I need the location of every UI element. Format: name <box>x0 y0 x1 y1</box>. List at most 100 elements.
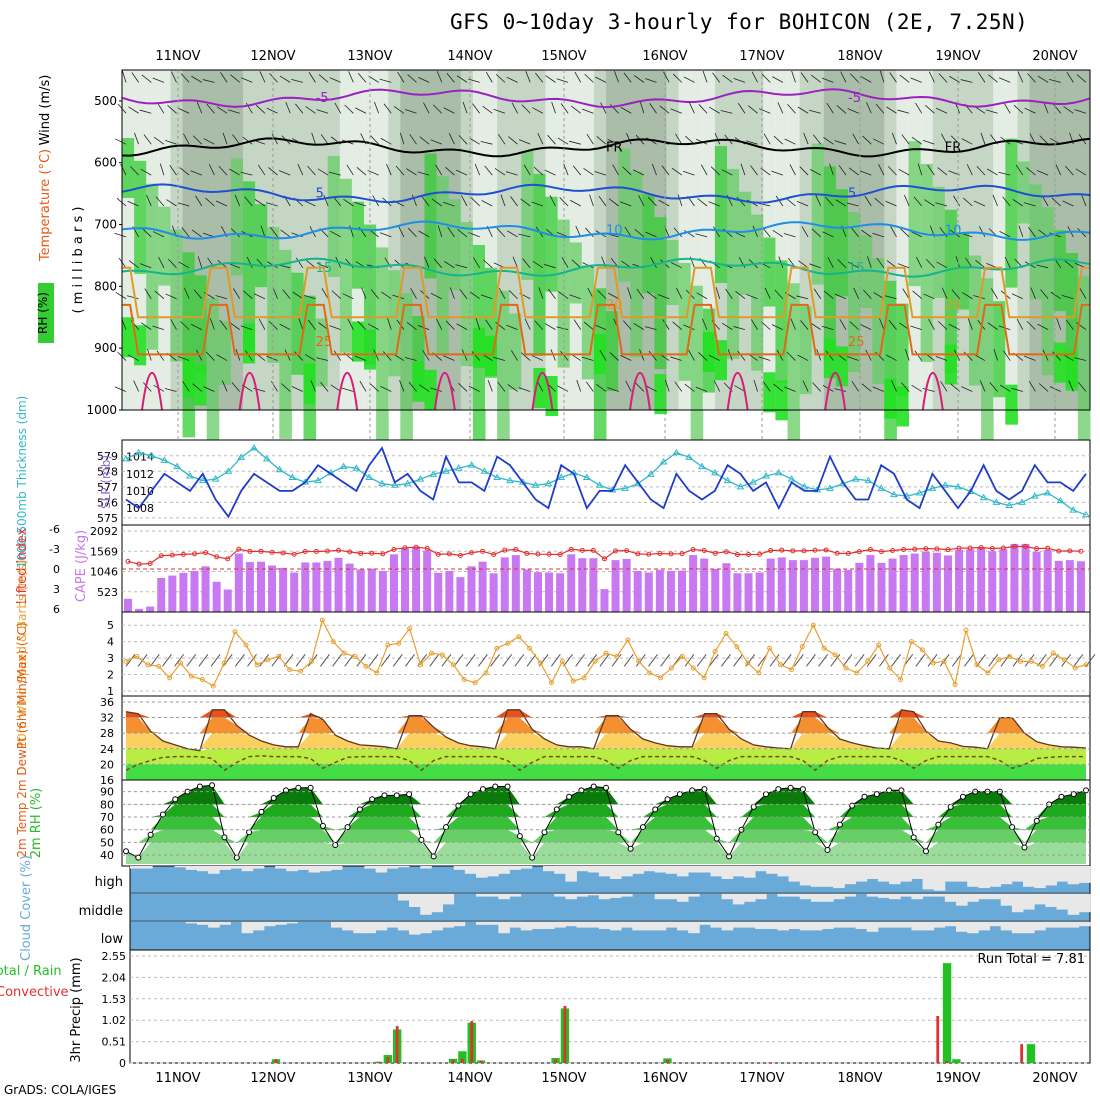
wind-barb <box>763 133 771 145</box>
wind-barb <box>458 135 468 145</box>
cloud-clear-cell <box>520 866 533 869</box>
wind-barb <box>370 135 379 145</box>
cape-bar <box>822 556 831 612</box>
wind-barb <box>798 260 809 269</box>
temp-tick: 20 <box>100 758 114 771</box>
wind-barb <box>155 196 165 207</box>
wind-barb <box>860 324 872 330</box>
rh-moist-column <box>509 313 522 390</box>
li-marker <box>502 547 508 553</box>
cloud-clear-cell <box>554 894 566 897</box>
rh-moist-column <box>351 201 365 289</box>
wind-barb <box>483 259 493 269</box>
rh2m-marker <box>172 796 179 803</box>
wind-marker <box>930 660 936 666</box>
cloud-clear-cell <box>297 866 310 870</box>
wind-marker <box>603 650 609 656</box>
wind-marker <box>854 670 860 676</box>
date-label-top: 19NOV <box>935 49 980 64</box>
wind-marker <box>156 663 162 669</box>
wind-marker <box>1018 658 1024 664</box>
wind-barb <box>911 384 922 392</box>
temperature-axis-label: Temperature (°C) <box>38 149 53 262</box>
wind-barb <box>392 294 405 300</box>
thickness-marker <box>1043 489 1052 496</box>
wind-barb <box>774 289 784 299</box>
cape-axis-label: CAPE (J/kg) <box>74 530 89 602</box>
wind-barb <box>850 73 859 83</box>
wind-barb <box>525 71 531 83</box>
wind-barb <box>357 72 367 83</box>
surface-wind-barb <box>988 654 999 667</box>
wind-barb <box>594 171 607 176</box>
wind-barb <box>505 171 518 176</box>
cloud-clear-cell <box>777 866 790 877</box>
wind-barb <box>485 71 493 83</box>
thickness-marker <box>416 475 425 482</box>
rh-moist-column <box>1029 184 1043 300</box>
thickness-marker <box>595 481 604 488</box>
wind-barb <box>139 263 152 269</box>
wind-barb <box>963 197 973 207</box>
date-label-top: 20NOV <box>1032 49 1077 64</box>
wind-barb <box>404 357 417 361</box>
thickness-marker <box>1005 501 1014 508</box>
wind-barb <box>432 104 443 114</box>
li-marker <box>225 556 231 562</box>
rh-moist-column <box>1041 207 1055 376</box>
isotherm-label: 5 <box>316 187 324 202</box>
cloud-clear-cell <box>732 866 745 877</box>
rh2m-marker <box>824 847 831 854</box>
wind-marker <box>636 658 642 664</box>
rh2m-marker <box>553 806 560 813</box>
wind-marker <box>756 670 762 676</box>
surface-wind-barb <box>1073 654 1084 667</box>
cloud-clear-cell <box>933 922 946 928</box>
wind-barb <box>949 75 960 83</box>
wind-barb <box>556 326 569 331</box>
rh-moist-column <box>339 178 353 353</box>
wind-barb <box>470 197 480 207</box>
surface-wind-barb <box>320 654 330 667</box>
wind-barb <box>584 73 594 83</box>
rh2m-marker <box>1058 793 1065 800</box>
wind-barb <box>915 102 923 114</box>
cloud-clear-cell <box>844 894 856 897</box>
wind-marker <box>799 644 805 650</box>
date-label-top: 18NOV <box>837 49 882 64</box>
li-marker <box>147 561 153 567</box>
cloud-clear-cell <box>375 922 388 931</box>
wind-barb <box>834 388 847 392</box>
isotherm-label: 15 <box>848 261 865 276</box>
li-marker <box>1078 548 1084 554</box>
wind-barb <box>180 321 190 330</box>
rh-moist-column <box>678 262 692 381</box>
li-marker <box>1000 545 1006 551</box>
rh-moist-column <box>315 318 329 387</box>
wind-barb <box>131 72 139 83</box>
wind-barb <box>1043 101 1049 114</box>
cloud-clear-cell <box>208 866 220 874</box>
wind-barb <box>1055 164 1062 176</box>
li-tick: 3 <box>53 583 60 596</box>
cape-tick: 1046 <box>90 566 118 579</box>
wind-barb <box>169 164 177 176</box>
rh-moist-column <box>714 146 728 284</box>
cape-bar <box>146 606 155 612</box>
cloud-clear-cell <box>799 866 812 886</box>
wind-barb <box>473 257 481 269</box>
wind-barb <box>888 319 897 330</box>
wind-barb <box>1062 354 1074 361</box>
rh-moist-column <box>848 212 861 373</box>
wind-barb <box>627 287 632 299</box>
cloud-clear-cell <box>431 922 443 931</box>
thickness-marker <box>250 444 258 451</box>
li-marker <box>313 549 319 555</box>
cape-bar <box>611 560 620 612</box>
cloud-clear-cell <box>263 922 276 927</box>
cape-bar <box>290 572 299 612</box>
pressure-tick: 500 <box>94 94 117 108</box>
cape-bar <box>478 561 487 612</box>
cape-bar <box>223 589 232 612</box>
surface-wind-barb <box>939 654 950 667</box>
